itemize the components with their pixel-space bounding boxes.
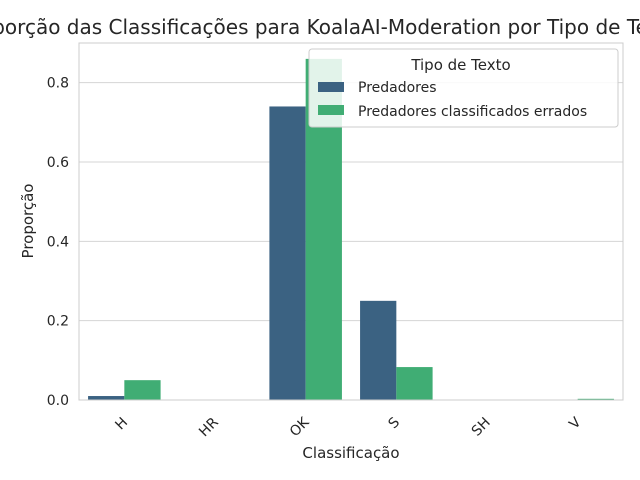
x-tick-label: V [566,414,584,432]
y-tick-label: 0.2 [47,314,69,330]
legend-swatch-predadores [318,82,344,92]
chart-title: Proporção das Classificações para KoalaA… [0,15,640,39]
bar-ok-predadores [269,106,306,400]
x-tick-label: SH [469,415,494,440]
legend: Tipo de Texto Predadores Predadores clas… [308,48,619,128]
legend-label-predadores: Predadores [358,80,437,96]
bar-s-classificados-errados [396,367,433,400]
legend-swatch-classificados-errados [318,105,344,115]
x-axis-label: Classificação [302,444,399,462]
x-axis-ticks: H HR OK S SH V [112,414,584,440]
legend-title: Tipo de Texto [410,56,510,74]
x-tick-label: H [112,415,131,434]
gridlines [79,82,623,401]
legend-label-classificados-errados: Predadores classificados errados [358,104,587,120]
y-tick-label: 0.0 [47,393,69,409]
bar-v-classificados-errados [577,398,614,400]
x-tick-label: HR [196,414,222,440]
plot-frame [78,42,624,401]
bar-h-classificados-errados [124,380,161,400]
x-tick-label: OK [287,414,313,440]
x-tick-label: S [386,414,404,432]
y-tick-label: 0.4 [47,234,69,250]
bar-s-predadores [360,300,397,400]
legend-box [308,48,619,128]
plot-border [78,42,624,401]
y-tick-label: 0.8 [47,76,69,92]
y-tick-label: 0.6 [47,155,69,171]
bar-h-predadores [88,396,125,400]
y-axis-ticks: 0.0 0.2 0.4 0.6 0.8 [47,76,69,409]
y-axis-label: Proporção [19,184,37,259]
